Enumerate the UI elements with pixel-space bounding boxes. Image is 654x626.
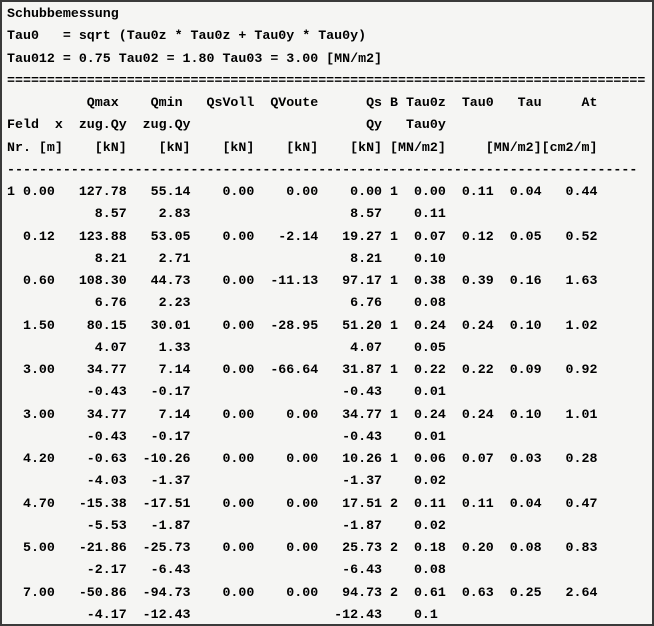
report-line: 3.00 34.77 7.14 0.00 0.00 34.77 1 0.24 0… [7, 406, 598, 422]
report-line: 7.00 -50.86 -94.73 0.00 0.00 94.73 2 0.6… [7, 584, 598, 600]
report-line: Schubbemessung [7, 6, 119, 21]
report-line: -4.17 -12.43 -12.43 0.1 [7, 606, 438, 622]
report-line: -0.43 -0.17 -0.43 0.01 [7, 384, 446, 400]
report-line: 8.57 2.83 8.57 0.11 [7, 206, 446, 222]
report-line: Qmax Qmin QsVoll QVoute Qs B Tau0z Tau0 … [7, 95, 598, 110]
report-line: Feld x zug.Qy zug.Qy Qy Tau0y [7, 117, 446, 133]
report-line: 4.70 -15.38 -17.51 0.00 0.00 17.51 2 0.1… [7, 495, 598, 511]
report-line: 0.12 123.88 53.05 0.00 -2.14 19.27 1 0.0… [7, 228, 598, 244]
report-line: 0.60 108.30 44.73 0.00 -11.13 97.17 1 0.… [7, 273, 598, 288]
report-line: ========================================… [7, 72, 646, 88]
report-line: 6.76 2.23 6.76 0.08 [7, 295, 446, 311]
report-line: 1.50 80.15 30.01 0.00 -28.95 51.20 1 0.2… [7, 317, 598, 333]
report-line: 3.00 34.77 7.14 0.00 -66.64 31.87 1 0.22… [7, 362, 598, 377]
report-line: Tau012 = 0.75 Tau02 = 1.80 Tau03 = 3.00 … [7, 50, 383, 66]
report-line: -5.53 -1.87 -1.87 0.02 [7, 517, 446, 533]
report-line: Tau0 = sqrt (Tau0z * Tau0z + Tau0y * Tau… [7, 28, 367, 44]
report-line: 4.20 -0.63 -10.26 0.00 0.00 10.26 1 0.06… [7, 451, 598, 466]
report-line: -4.03 -1.37 -1.37 0.02 [7, 473, 446, 489]
report-line: -2.17 -6.43 -6.43 0.08 [7, 562, 446, 578]
report-line: Nr. [m] [kN] [kN] [kN] [kN] [kN] [MN/m2]… [7, 139, 598, 155]
report-line: 1 0.00 127.78 55.14 0.00 0.00 0.00 1 0.0… [7, 184, 598, 199]
report-line: 5.00 -21.86 -25.73 0.00 0.00 25.73 2 0.1… [7, 540, 598, 555]
report-line: 4.07 1.33 4.07 0.05 [7, 339, 446, 355]
report-line: ----------------------------------------… [7, 161, 638, 177]
report-line: -0.43 -0.17 -0.43 0.01 [7, 428, 446, 444]
report-line: 8.21 2.71 8.21 0.10 [7, 250, 446, 266]
